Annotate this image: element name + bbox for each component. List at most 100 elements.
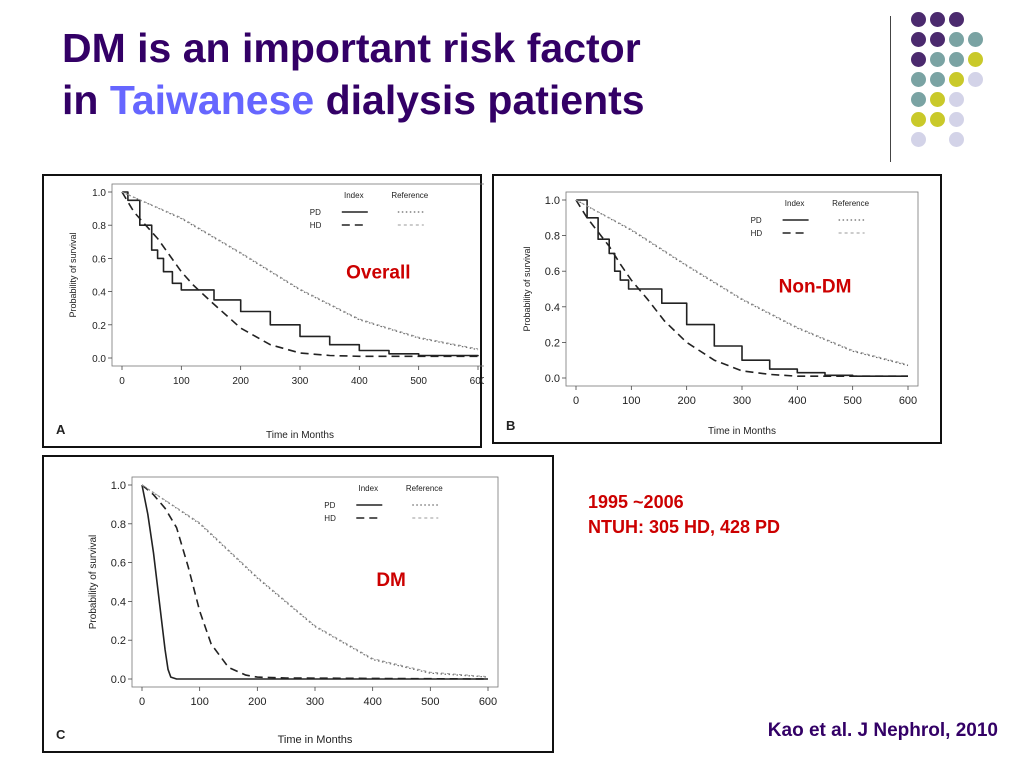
x-axis-label: Time in Months bbox=[708, 426, 776, 437]
panel-label: C bbox=[56, 727, 66, 742]
survival-chart-dm: 0.0 0.2 0.4 0.6 0.8 1.0 0 100 200 300 400 500 600 Tim… bbox=[56, 476, 499, 746]
x-tick-label: 100 bbox=[173, 376, 190, 387]
decor-dot bbox=[949, 32, 964, 47]
x-tick-label: 300 bbox=[292, 376, 309, 387]
x-tick-label: 300 bbox=[306, 696, 324, 708]
decor-dot bbox=[968, 52, 983, 67]
decor-dot bbox=[949, 92, 964, 107]
decor-dot bbox=[911, 52, 926, 67]
x-tick-label: 100 bbox=[190, 696, 208, 708]
decor-dot bbox=[911, 12, 926, 27]
y-tick-label: 0.6 bbox=[545, 266, 560, 278]
decor-dot bbox=[949, 72, 964, 87]
decor-dot bbox=[911, 92, 926, 107]
legend-label: HD bbox=[324, 514, 336, 523]
series-line-reference-pd bbox=[575, 199, 909, 367]
x-tick-label: 500 bbox=[843, 395, 861, 407]
decor-dot bbox=[930, 32, 945, 47]
title-highlight: Taiwanese bbox=[109, 77, 315, 123]
legend-header-index: Index bbox=[785, 199, 805, 208]
x-tick-label: 0 bbox=[139, 696, 145, 708]
legend-label: PD bbox=[324, 501, 335, 510]
y-tick-label: 0.0 bbox=[545, 373, 560, 385]
y-tick-label: 0.4 bbox=[545, 302, 560, 314]
study-info: 1995 ~2006 NTUH: 305 HD, 428 PD bbox=[588, 490, 780, 540]
series-line-index-hd bbox=[575, 199, 908, 377]
y-tick-label: 0.0 bbox=[111, 674, 126, 686]
y-tick-label: 0.6 bbox=[92, 254, 106, 265]
plot-frame bbox=[111, 183, 484, 367]
study-period: 1995 ~2006 bbox=[588, 492, 684, 512]
x-axis-label: Time in Months bbox=[266, 430, 334, 441]
y-tick-label: 0.8 bbox=[92, 221, 106, 232]
series-line-index-hd bbox=[141, 484, 489, 680]
series-line-index-hd bbox=[121, 191, 478, 358]
y-axis-label: Probability of survival bbox=[88, 535, 99, 629]
legend-label: HD bbox=[751, 229, 763, 238]
decor-dot bbox=[930, 12, 945, 27]
x-tick-label: 200 bbox=[248, 696, 266, 708]
legend-label: PD bbox=[751, 216, 762, 225]
y-tick-label: 1.0 bbox=[111, 480, 126, 492]
x-tick-label: 400 bbox=[363, 696, 381, 708]
chart-panel-overall: 0.0 0.2 0.4 0.6 0.8 1.0 0 100 200 300 400 500 600 Tim… bbox=[42, 174, 484, 448]
y-tick-label: 1.0 bbox=[92, 188, 106, 199]
panel-label: A bbox=[56, 422, 66, 437]
decor-dot bbox=[930, 72, 945, 87]
legend-label: HD bbox=[310, 221, 322, 230]
series-line-index-pd bbox=[576, 199, 908, 377]
panel-label: B bbox=[506, 418, 515, 433]
y-axis-label: Probability of survival bbox=[68, 232, 78, 317]
slide-title: DM is an important risk factor in Taiwan… bbox=[62, 22, 882, 126]
chart-annotation: Overall bbox=[346, 262, 410, 283]
legend-label: PD bbox=[310, 208, 321, 217]
y-tick-label: 0.2 bbox=[92, 321, 106, 332]
decor-dot bbox=[968, 32, 983, 47]
legend-header-reference: Reference bbox=[391, 191, 428, 200]
x-tick-label: 0 bbox=[119, 376, 125, 387]
x-axis-label: Time in Months bbox=[278, 734, 353, 746]
survival-chart-overall: 0.0 0.2 0.4 0.6 0.8 1.0 0 100 200 300 400 500 600 Tim… bbox=[56, 183, 484, 441]
x-tick-label: 500 bbox=[421, 696, 439, 708]
series-line-reference-hd bbox=[141, 484, 489, 678]
title-line-1: DM is an important risk factor bbox=[62, 25, 641, 71]
series-line-reference-pd bbox=[121, 191, 479, 351]
series-line-index-pd bbox=[141, 484, 488, 680]
decor-dot bbox=[911, 72, 926, 87]
decor-dot bbox=[930, 52, 945, 67]
y-axis-label: Probability of survival bbox=[522, 246, 532, 331]
decor-dot bbox=[911, 112, 926, 127]
y-tick-label: 0.2 bbox=[111, 635, 126, 647]
series-line-index-pd bbox=[122, 191, 479, 357]
x-tick-label: 600 bbox=[479, 696, 497, 708]
y-tick-label: 0.8 bbox=[545, 231, 560, 243]
legend-header-reference: Reference bbox=[832, 199, 869, 208]
y-tick-label: 0.2 bbox=[545, 337, 560, 349]
decor-dot bbox=[949, 132, 964, 147]
decor-dot bbox=[930, 92, 945, 107]
chart-panel-dm: 0.0 0.2 0.4 0.6 0.8 1.0 0 100 200 300 400 500 600 Tim… bbox=[42, 455, 554, 753]
title-line-2-pre: in bbox=[62, 77, 99, 123]
decor-dot bbox=[968, 72, 983, 87]
decor-dot bbox=[930, 112, 945, 127]
series-line-reference-hd bbox=[575, 199, 909, 366]
x-tick-label: 300 bbox=[733, 395, 751, 407]
decor-dot bbox=[911, 132, 926, 147]
legend-header-index: Index bbox=[344, 191, 364, 200]
series-line-reference-hd bbox=[121, 191, 479, 350]
x-tick-label: 600 bbox=[470, 376, 484, 387]
y-tick-label: 0.4 bbox=[111, 596, 126, 608]
chart-annotation: DM bbox=[376, 570, 406, 591]
citation: Kao et al. J Nephrol, 2010 bbox=[767, 720, 998, 741]
decor-dot bbox=[949, 112, 964, 127]
chart-panel-non-dm: 0.0 0.2 0.4 0.6 0.8 1.0 0 100 200 300 400 500 600 Tim… bbox=[492, 174, 942, 444]
y-tick-label: 0.8 bbox=[111, 519, 126, 531]
chart-annotation: Non-DM bbox=[779, 277, 852, 298]
decor-dot bbox=[949, 52, 964, 67]
decor-dot bbox=[911, 32, 926, 47]
y-tick-label: 0.6 bbox=[111, 558, 126, 570]
y-tick-label: 0.4 bbox=[92, 288, 106, 299]
x-tick-label: 400 bbox=[351, 376, 368, 387]
x-tick-label: 0 bbox=[573, 395, 579, 407]
x-tick-label: 100 bbox=[622, 395, 640, 407]
